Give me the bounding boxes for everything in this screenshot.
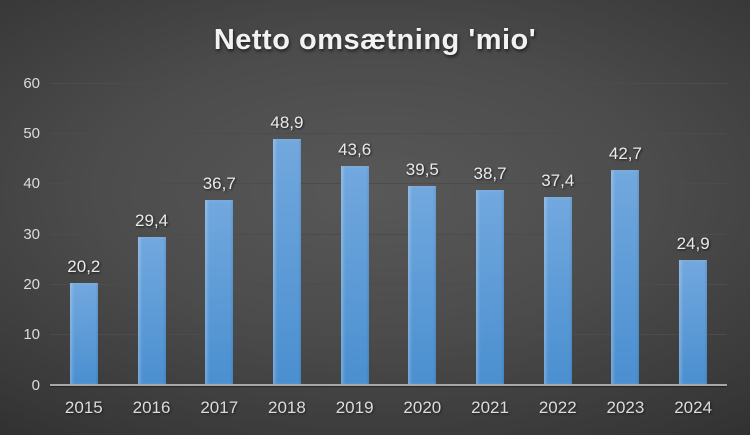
bar-2015[interactable] xyxy=(69,283,98,385)
data-label-2019: 43,6 xyxy=(338,139,372,159)
bar-2021[interactable] xyxy=(476,190,505,385)
bar-2018[interactable] xyxy=(272,138,301,385)
data-label-2015: 20,2 xyxy=(67,257,101,277)
y-axis-tick-label-20: 20 xyxy=(23,275,40,293)
gridline-10 xyxy=(50,334,727,336)
chart-title: Netto omsætning 'mio' xyxy=(213,24,537,56)
data-label-2018: 48,9 xyxy=(270,112,304,132)
gridline-20 xyxy=(50,283,727,285)
x-axis-tick-label-2017: 2017 xyxy=(200,398,239,417)
bar-2022[interactable] xyxy=(543,196,572,385)
data-label-2017: 36,7 xyxy=(202,174,236,194)
gridline-40 xyxy=(50,183,727,185)
y-axis-tick-label-0: 0 xyxy=(31,376,40,394)
bar-2017[interactable] xyxy=(205,200,234,385)
gridline-60 xyxy=(50,82,727,84)
data-label-2022: 37,4 xyxy=(541,170,575,190)
bar-2024[interactable] xyxy=(679,259,708,385)
bar-2020[interactable] xyxy=(408,186,437,385)
x-axis-tick-label-2023: 2023 xyxy=(606,398,645,417)
data-label-2020: 39,5 xyxy=(405,160,439,180)
x-axis-tick-label-2016: 2016 xyxy=(132,398,171,417)
data-label-2023: 42,7 xyxy=(608,144,642,164)
x-axis-tick-label-2021: 2021 xyxy=(471,398,509,417)
data-label-2021: 38,7 xyxy=(473,164,507,184)
x-axis-tick-label-2019: 2019 xyxy=(335,398,374,417)
gridline-30 xyxy=(50,233,727,235)
y-axis-tick-label-30: 30 xyxy=(23,225,40,243)
x-axis-tick-label-2018: 2018 xyxy=(268,398,306,417)
gridline-50 xyxy=(50,132,727,134)
x-axis-line xyxy=(50,384,727,386)
bar-2016[interactable] xyxy=(137,237,166,385)
bar-2019[interactable] xyxy=(340,165,369,385)
y-axis-tick-label-40: 40 xyxy=(23,175,40,193)
x-axis-tick-label-2020: 2020 xyxy=(403,398,442,417)
x-axis-tick-label-2024: 2024 xyxy=(674,398,713,417)
data-label-2024: 24,9 xyxy=(676,233,710,253)
x-axis-tick-label-2015: 2015 xyxy=(64,398,103,417)
y-axis-tick-label-60: 60 xyxy=(23,74,40,92)
data-label-2016: 29,4 xyxy=(135,211,169,231)
x-axis-tick-label-2022: 2022 xyxy=(538,398,577,417)
y-axis-tick-label-50: 50 xyxy=(23,124,40,142)
bar-2023[interactable] xyxy=(611,170,640,385)
y-axis-tick-label-10: 10 xyxy=(23,326,40,344)
